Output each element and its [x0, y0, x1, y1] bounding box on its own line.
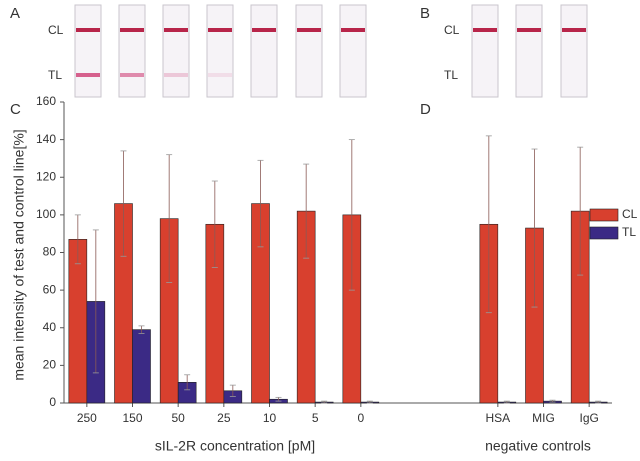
panel-label: D [420, 101, 431, 118]
strip [118, 4, 146, 98]
x-tick-label: 25 [217, 411, 231, 425]
control-line [473, 28, 497, 32]
x-tick-label: 0 [357, 411, 364, 425]
x-tick-label: HSA [485, 411, 510, 425]
x-tick-label: 50 [171, 411, 185, 425]
y-tick-label: 40 [43, 320, 57, 334]
test-line [164, 73, 188, 77]
control-line [517, 28, 541, 32]
strip-label: CL [444, 23, 460, 37]
y-tick-label: 100 [36, 207, 56, 221]
x-tick-label: IgG [579, 411, 598, 425]
y-tick-label: 60 [43, 282, 57, 296]
strip [250, 4, 278, 98]
control-line [252, 28, 276, 32]
y-axis-title: mean intensity of test and control line[… [11, 129, 27, 380]
test-line [208, 73, 232, 77]
test-line [76, 73, 100, 77]
y-tick-label: 160 [36, 94, 56, 108]
strip-label: CL [48, 23, 64, 37]
strips [74, 4, 588, 98]
control-line [341, 28, 365, 32]
strip [471, 4, 499, 98]
x-tick-label: 150 [122, 411, 142, 425]
strip [560, 4, 588, 98]
control-line [208, 28, 232, 32]
control-line [297, 28, 321, 32]
strip [295, 4, 323, 98]
legend-swatch [589, 226, 619, 240]
control-line [120, 28, 144, 32]
y-tick-label: 0 [49, 395, 56, 409]
strip [74, 4, 102, 98]
test-line [120, 73, 144, 77]
y-tick-label: 80 [43, 245, 57, 259]
y-tick-label: 20 [43, 358, 57, 372]
legend-swatch [589, 208, 619, 222]
panel-label: A [10, 5, 20, 22]
x-tick-label: 10 [263, 411, 277, 425]
x-axis-title: sIL-2R concentration [pM] [155, 438, 315, 454]
strip-label: TL [444, 68, 458, 82]
strip [339, 4, 367, 98]
x-tick-label: 5 [312, 411, 319, 425]
x-tick-label: MIG [532, 411, 555, 425]
x-tick-label: 250 [77, 411, 97, 425]
control-line [76, 28, 100, 32]
control-line [562, 28, 586, 32]
panel-label: B [420, 5, 430, 22]
control-line [164, 28, 188, 32]
legend-label: CL [622, 207, 638, 221]
legend-label: TL [622, 225, 636, 239]
panel-label: C [10, 101, 21, 118]
y-tick-label: 140 [36, 132, 56, 146]
strip [206, 4, 234, 98]
strip [515, 4, 543, 98]
bar [132, 329, 151, 404]
strip-label: TL [48, 68, 62, 82]
x-axis-title: negative controls [485, 438, 591, 454]
y-tick-label: 120 [36, 169, 56, 183]
strip [162, 4, 190, 98]
